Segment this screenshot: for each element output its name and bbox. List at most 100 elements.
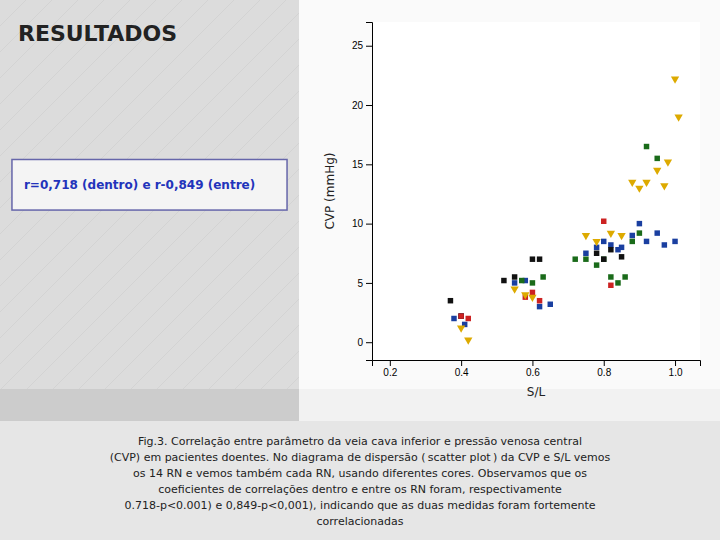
tick-mark bbox=[390, 360, 391, 366]
stripe bbox=[0, 0, 299, 389]
point bbox=[672, 239, 677, 244]
stripe bbox=[1, 0, 299, 389]
tick: 1.0 bbox=[669, 360, 683, 378]
point bbox=[601, 219, 606, 224]
point bbox=[671, 77, 679, 84]
point bbox=[458, 313, 463, 318]
point bbox=[622, 274, 627, 279]
point bbox=[457, 326, 465, 333]
tick-label: 0 bbox=[357, 337, 363, 348]
point bbox=[548, 302, 553, 307]
point bbox=[642, 180, 650, 187]
y-axis-title: CVP (mmHg) bbox=[323, 152, 337, 229]
caption-panel bbox=[0, 421, 720, 540]
point bbox=[630, 233, 635, 238]
caption-line: Fig.3. Correlação entre parâmetro da vei… bbox=[138, 435, 582, 448]
point bbox=[664, 160, 672, 167]
tick-mark bbox=[675, 360, 676, 366]
point bbox=[466, 316, 471, 321]
point bbox=[630, 239, 635, 244]
point bbox=[537, 256, 542, 261]
axis-line bbox=[366, 23, 373, 361]
series bbox=[451, 221, 678, 327]
annotation: r=0,718 (dentro) e r-0,849 (entre) bbox=[24, 178, 255, 192]
x-axis: 0.2 0.4 0.6 0.8 1.0 bbox=[373, 360, 701, 378]
point bbox=[637, 230, 642, 235]
point bbox=[617, 233, 625, 240]
point bbox=[530, 280, 535, 285]
tick: 20 bbox=[352, 100, 372, 111]
series bbox=[457, 77, 683, 345]
tick-mark bbox=[366, 342, 372, 343]
point bbox=[540, 274, 545, 279]
point bbox=[619, 245, 624, 250]
point bbox=[644, 239, 649, 244]
point bbox=[628, 180, 636, 187]
point bbox=[654, 156, 659, 161]
chart: RESULTADOS r=0,718 (dentro) e r-0,849 (en… bbox=[0, 0, 720, 540]
series bbox=[448, 247, 625, 319]
title: RESULTADOS bbox=[18, 21, 177, 46]
point bbox=[674, 114, 682, 121]
point bbox=[510, 286, 518, 293]
plot-area bbox=[372, 22, 700, 360]
stripe bbox=[0, 0, 299, 389]
point bbox=[464, 337, 472, 344]
point bbox=[451, 316, 456, 321]
y-axis: 0 5 10 15 20 25 bbox=[352, 23, 373, 361]
point bbox=[448, 298, 453, 303]
tick: 0 bbox=[357, 337, 372, 348]
point bbox=[601, 239, 606, 244]
right-panel bbox=[299, 0, 720, 389]
point bbox=[594, 251, 599, 256]
tick: 0.8 bbox=[597, 360, 611, 378]
tick: 10 bbox=[352, 218, 372, 229]
series bbox=[458, 219, 613, 322]
point bbox=[654, 230, 659, 235]
caption-line: 0.718-p<0.001) e 0,849-p<0,001), indican… bbox=[124, 499, 595, 512]
tick: 15 bbox=[352, 159, 372, 170]
point bbox=[530, 256, 535, 261]
x-axis-title: S/L bbox=[527, 385, 546, 399]
point bbox=[530, 290, 535, 295]
tick-mark bbox=[366, 224, 372, 225]
point bbox=[537, 304, 542, 309]
series bbox=[519, 144, 660, 286]
stripe bbox=[287, 0, 299, 389]
point bbox=[608, 247, 613, 252]
caption-line: os 14 RN e vemos também cada RN, usando … bbox=[133, 467, 587, 480]
tick-label: 10 bbox=[352, 218, 364, 229]
caption-line: correlacionadas bbox=[317, 515, 404, 528]
caption-line: coeficientes de correlações dentro e ent… bbox=[158, 483, 562, 496]
tick-label: 5 bbox=[357, 278, 363, 289]
point bbox=[592, 239, 600, 246]
points bbox=[448, 77, 683, 345]
tick-mark bbox=[366, 46, 372, 47]
point bbox=[662, 242, 667, 247]
point bbox=[583, 256, 588, 261]
tick-label: 0.2 bbox=[383, 367, 397, 378]
tick-label: 25 bbox=[352, 40, 364, 51]
tick: 5 bbox=[357, 278, 372, 289]
tick: 0.2 bbox=[383, 360, 397, 378]
tick-label: 20 bbox=[352, 100, 364, 111]
tick-mark bbox=[366, 105, 372, 106]
stripes bbox=[0, 0, 299, 389]
point bbox=[583, 251, 588, 256]
point bbox=[458, 313, 463, 318]
tick: 0.4 bbox=[455, 360, 469, 378]
point bbox=[512, 280, 517, 285]
background bbox=[0, 0, 720, 540]
tick-label: 0.6 bbox=[526, 367, 540, 378]
point bbox=[528, 295, 536, 302]
point bbox=[458, 313, 463, 318]
tick-mark bbox=[366, 164, 372, 165]
point bbox=[572, 256, 577, 261]
label-box bbox=[12, 159, 287, 210]
point bbox=[601, 256, 606, 261]
point bbox=[608, 242, 613, 247]
point bbox=[608, 274, 613, 279]
tick-mark bbox=[461, 360, 462, 366]
point bbox=[601, 256, 606, 261]
tick: 0.6 bbox=[526, 360, 540, 378]
